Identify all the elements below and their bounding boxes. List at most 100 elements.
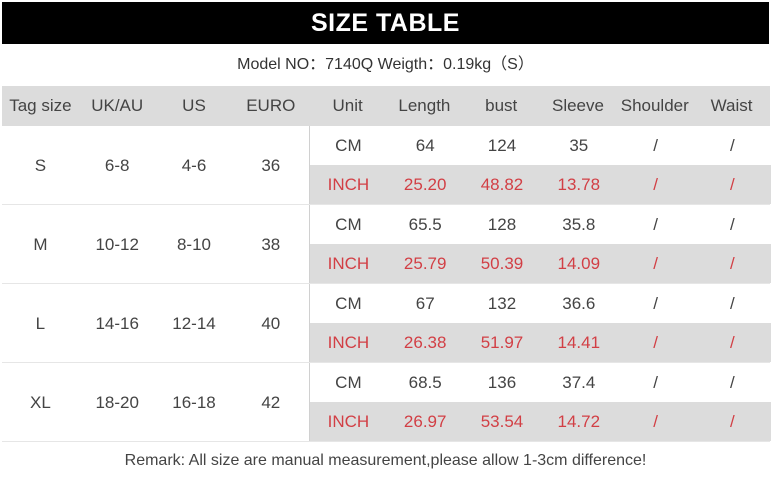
measurement-cell: / (730, 175, 735, 194)
measurement-cell: INCH (327, 254, 370, 273)
inch-row: INCH 26.38 51.97 14.41 / / (310, 323, 771, 362)
measurement-cell: CM (335, 215, 362, 234)
column-header: bust (485, 96, 518, 115)
measurements: CM 65.5 128 35.8 / / INCH 25.79 50.39 14.09 / / (309, 205, 771, 283)
size-group: M 10-12 8-10 38 CM 65.5 128 35.8 / / INCH 25.79 50.3… (2, 205, 771, 284)
column-header: US (182, 96, 206, 115)
measurement-cell: 26.97 (403, 412, 447, 431)
inch-row: INCH 25.20 48.82 13.78 / / (310, 165, 771, 204)
measurement-cell: / (653, 333, 658, 352)
measurements: CM 68.5 136 37.4 / / INCH 26.97 53.54 14.72 / / (309, 363, 771, 441)
measurement-cell: / (653, 175, 658, 194)
size-euro: 40 (261, 314, 281, 333)
cm-row: CM 64 124 35 / / (310, 126, 771, 165)
column-header: Length (398, 96, 451, 115)
measurement-cell: 35.8 (562, 215, 596, 234)
measurement-cell: / (653, 136, 658, 155)
measurement-cell: 68.5 (408, 373, 442, 392)
measurement-cell: 51.97 (480, 333, 524, 352)
column-header: EURO (246, 96, 296, 115)
size-euro: 42 (261, 393, 281, 412)
measurement-cell: 25.20 (403, 175, 447, 194)
table-header: Tag size UK/AU US EURO Unit Length bust Sleeve S… (2, 86, 770, 126)
measurement-cell: INCH (327, 175, 370, 194)
inch-row: INCH 26.97 53.54 14.72 / / (310, 402, 771, 441)
cm-row: CM 68.5 136 37.4 / / (310, 363, 771, 402)
page-title: SIZE TABLE (2, 2, 769, 44)
measurement-cell: / (730, 294, 735, 313)
size-table: Tag size UK/AU US EURO Unit Length bust Sleeve S… (2, 86, 771, 442)
cm-row: CM 67 132 36.6 / / (310, 284, 771, 323)
measurement-cell: 14.72 (557, 412, 601, 431)
size-group: XL 18-20 16-18 42 CM 68.5 136 37.4 / / INCH 26.97 53… (2, 363, 771, 442)
size-tag: M (33, 235, 48, 254)
size-tag: L (35, 314, 46, 333)
column-header: UK/AU (91, 96, 144, 115)
model-info: Model NO：7140Q Weigth：0.19kg（S） (237, 56, 534, 73)
size-us: 8-10 (176, 235, 211, 254)
column-header: Waist (710, 96, 753, 115)
measurements: CM 64 124 35 / / INCH 25.20 48.82 13.78 / / (309, 126, 771, 204)
measurement-cell: 132 (487, 294, 517, 313)
measurement-cell: 65.5 (408, 215, 442, 234)
measurement-cell: INCH (327, 333, 370, 352)
measurement-cell: CM (335, 373, 362, 392)
measurement-cell: 124 (487, 136, 517, 155)
column-header: Shoulder (620, 96, 689, 115)
measurement-cell: 26.38 (403, 333, 447, 352)
size-labels: S 6-8 4-6 36 (2, 126, 309, 204)
measurements: CM 67 132 36.6 / / INCH 26.38 51.97 14.41 / / (309, 284, 771, 362)
size-uk: 10-12 (95, 235, 139, 254)
size-euro: 38 (261, 235, 281, 254)
inch-row: INCH 25.79 50.39 14.09 / / (310, 244, 771, 283)
size-labels: XL 18-20 16-18 42 (2, 363, 309, 441)
measurement-cell: 13.78 (557, 175, 601, 194)
measurement-cell: 14.09 (557, 254, 601, 273)
measurement-cell: 64 (415, 136, 435, 155)
measurement-cell: / (653, 412, 658, 431)
measurement-cell: / (730, 333, 735, 352)
measurement-cell: / (730, 254, 735, 273)
measurement-cell: 25.79 (403, 254, 447, 273)
measurement-cell: / (730, 136, 735, 155)
measurement-cell: 14.41 (557, 333, 601, 352)
size-labels: L 14-16 12-14 40 (2, 284, 309, 362)
measurement-cell: / (653, 294, 658, 313)
size-us: 4-6 (181, 156, 207, 175)
measurement-cell: / (730, 412, 735, 431)
measurement-cell: 36.6 (562, 294, 596, 313)
measurement-cell: / (730, 215, 735, 234)
cm-row: CM 65.5 128 35.8 / / (310, 205, 771, 244)
measurement-cell: INCH (327, 412, 370, 431)
column-header: Tag size (9, 96, 72, 115)
size-uk: 6-8 (104, 156, 130, 175)
measurement-cell: 35 (569, 136, 589, 155)
size-uk: 14-16 (95, 314, 139, 333)
measurement-cell: / (653, 215, 658, 234)
size-us: 16-18 (172, 393, 216, 412)
size-euro: 36 (261, 156, 281, 175)
measurement-cell: 67 (415, 294, 435, 313)
measurement-cell: CM (335, 136, 362, 155)
size-tag: XL (30, 393, 51, 412)
size-uk: 18-20 (95, 393, 139, 412)
size-tag: S (34, 156, 47, 175)
column-header: Unit (332, 96, 363, 115)
column-header: Sleeve (551, 96, 604, 115)
size-group: L 14-16 12-14 40 CM 67 132 36.6 / / INCH 26.38 51.97… (2, 284, 771, 363)
table-body: S 6-8 4-6 36 CM 64 124 35 / / INCH 25.20 48.82 13.78 /… (2, 126, 771, 442)
measurement-cell: 48.82 (480, 175, 524, 194)
measurement-cell: 136 (487, 373, 517, 392)
measurement-cell: CM (335, 294, 362, 313)
measurement-cell: 53.54 (480, 412, 524, 431)
measurement-cell: / (653, 254, 658, 273)
measurement-cell: 128 (487, 215, 517, 234)
size-group: S 6-8 4-6 36 CM 64 124 35 / / INCH 25.20 48.82 13.78 /… (2, 126, 771, 205)
size-labels: M 10-12 8-10 38 (2, 205, 309, 283)
measurement-cell: / (653, 373, 658, 392)
remark-text: Remark: All size are manual measurement,… (124, 452, 647, 469)
size-us: 12-14 (172, 314, 216, 333)
measurement-cell: 50.39 (480, 254, 524, 273)
measurement-cell: 37.4 (562, 373, 596, 392)
measurement-cell: / (730, 373, 735, 392)
